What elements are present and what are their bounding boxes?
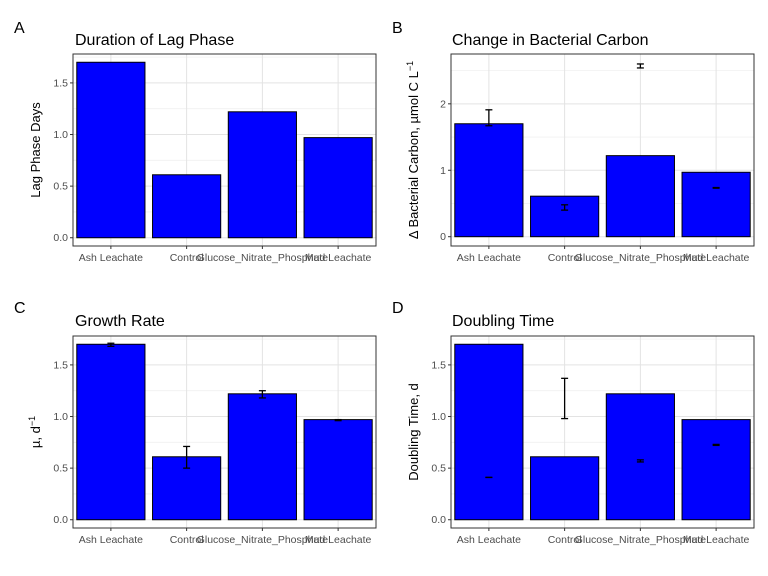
y-tick-label: 0.5 [431,463,446,475]
y-tick-label: 2 [440,98,446,110]
y-tick-label: 0.0 [53,514,68,526]
bar-mud-leachate [681,419,751,521]
x-tick-label: Control [548,534,582,546]
y-tick-label: 1.5 [53,359,68,371]
error-bar [107,342,115,347]
bar-mud-leachate [303,137,373,239]
y-tick-label: 1.0 [53,411,68,423]
x-tick-label: Mud Leachate [305,252,372,264]
x-tick-label: Ash Leachate [457,534,521,546]
y-tick-label: 1.0 [53,129,68,141]
y-axis-label-superscript: −1 [27,416,37,426]
y-tick-label: 0.0 [431,514,446,526]
y-tick-label: 1.5 [53,77,68,89]
y-tick-label: 0.5 [53,181,68,193]
plot-border [450,335,755,529]
x-tick-label: Ash Leachate [79,534,143,546]
y-axis-label-text: Δ Bacterial Carbon, µmol C L [406,71,421,239]
y-tick-label: 0.5 [53,463,68,475]
y-axis-label: Doubling Time, d [406,383,421,481]
chart-title: Duration of Lag Phase [75,32,234,49]
y-tick-label: 1 [440,165,446,177]
bar-control [530,195,600,238]
error-bar [561,204,569,211]
panel-label: D [392,300,404,317]
error-bar [636,63,644,69]
y-tick-label: 0.0 [53,232,68,244]
panel-label: B [392,20,403,37]
chart-panel-c: 0.0 0.5 1.0 1.5 Ash Leachate ControlGlucose_N… [14,300,377,546]
y-axis-label: Lag Phase Days [28,102,43,198]
y-axis-label: Δ Bacterial Carbon, µmol C L−1 [405,61,421,239]
error-bar [334,418,342,422]
bar-mud-leachate [303,419,373,521]
bar-control [530,456,600,521]
error-bar [712,443,720,447]
bar-glucose-nitrate-phosphate [605,393,675,521]
chart-title: Doubling Time [452,313,554,330]
chart-panel-d: 0.0 0.5 1.0 1.5 Ash Leachate ControlGlucose_N… [392,300,755,546]
plot-border [72,53,377,247]
y-axis-label-superscript: −1 [405,61,415,71]
x-tick-label: Mud Leachate [305,534,372,546]
plot-border [450,53,755,247]
x-tick-label: Glucose_Nitrate_Phosphate [575,534,706,546]
x-tick-label: Mud Leachate [683,252,750,264]
bar-glucose-nitrate-phosphate [227,111,297,239]
y-tick-label: 1.5 [431,359,446,371]
x-tick-label: Mud Leachate [683,534,750,546]
x-tick-label: Ash Leachate [79,252,143,264]
x-tick-label: Control [170,252,204,264]
chart-title: Growth Rate [75,313,165,330]
chart-title: Change in Bacterial Carbon [452,32,649,49]
bar-ash-leachate [76,61,146,239]
x-tick-label: Ash Leachate [457,252,521,264]
bar-ash-leachate [454,343,524,521]
chart-panel-a: 0.0 0.5 1.0 1.5 Ash Leachate ControlGlucose_N… [14,20,377,264]
plot-border [72,335,377,529]
error-bar [712,186,720,189]
x-tick-label: Glucose_Nitrate_Phosphate [575,252,706,264]
y-axis-label-text: µ, d [28,426,43,448]
error-bar [561,377,569,420]
bar-ash-leachate [454,123,524,238]
x-tick-label: Glucose_Nitrate_Phosphate [197,534,328,546]
y-tick-label: 1.0 [431,411,446,423]
error-bar [636,459,644,463]
error-bar [485,109,493,127]
bar-glucose-nitrate-phosphate [605,155,675,238]
y-axis-label: µ, d−1 [27,416,43,448]
x-tick-label: Control [548,252,582,264]
panel-label: C [14,300,26,317]
error-bar [183,445,191,469]
bar-control [152,174,222,239]
y-tick-label: 0 [440,231,446,243]
y-axis-label-text: Lag Phase Days [28,102,43,198]
x-tick-label: Glucose_Nitrate_Phosphate [197,252,328,264]
x-tick-label: Control [170,534,204,546]
bar-mud-leachate [681,171,751,238]
bar-ash-leachate [76,343,146,521]
y-axis-label-text: Doubling Time, d [406,383,421,481]
error-bar [258,390,266,399]
chart-panel-b: 0 1 2 Ash Leachate ControlGlucose_Nitrate_Ph… [392,20,755,264]
bar-glucose-nitrate-phosphate [227,393,297,521]
panel-label: A [14,20,25,37]
